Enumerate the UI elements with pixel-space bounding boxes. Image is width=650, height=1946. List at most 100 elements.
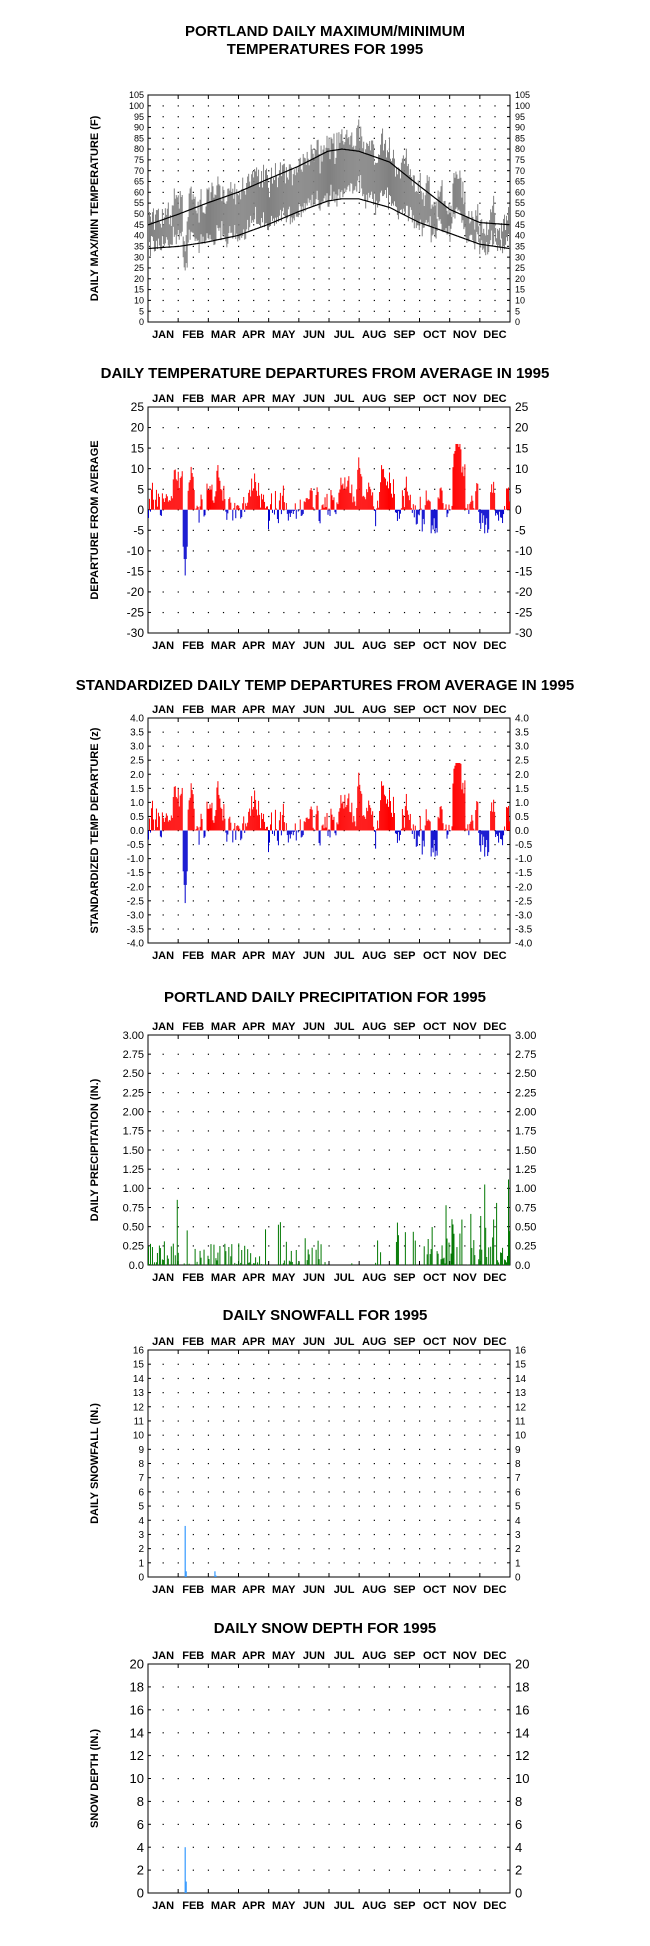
grid-dot [494, 745, 496, 747]
grid-dot [343, 1823, 345, 1825]
grid-dot [283, 1392, 285, 1394]
grid-dot [207, 447, 210, 449]
month-label-bottom: NOV [453, 1584, 478, 1596]
grid-dot [358, 310, 360, 312]
grid-dot [298, 872, 300, 874]
month-label-bottom: JUL [334, 329, 355, 341]
grid-dot [479, 1226, 481, 1228]
grid-dot [268, 759, 270, 761]
y-tick-label-right: 70 [515, 166, 525, 176]
grid-dot [403, 1869, 406, 1871]
grid-dot [419, 801, 421, 804]
grid-dot [222, 105, 225, 107]
grid-dot [403, 1392, 406, 1394]
grid-dot [268, 914, 270, 916]
grid-dot [373, 289, 375, 291]
month-label-top: MAR [211, 1336, 236, 1348]
grid-dot [388, 611, 391, 614]
grid-dot [283, 1226, 285, 1228]
grid-dot [313, 299, 315, 302]
grid-dot [373, 488, 375, 490]
grid-dot [494, 105, 496, 107]
grid-dot [177, 310, 179, 312]
grid-dot [283, 267, 285, 269]
grid-dot [268, 570, 270, 573]
y-tick-label-left: 1.75 [123, 1126, 144, 1138]
grid-dot [373, 1448, 375, 1451]
grid-dot [207, 1562, 210, 1564]
grid-dot [162, 468, 164, 470]
grid-dot [494, 310, 496, 312]
grid-dot [479, 1491, 481, 1493]
grid-dot [449, 570, 451, 573]
grid-dot [268, 267, 270, 269]
y-axis-label: DAILY MAX/MIN TEMPERATURE (F) [89, 115, 101, 301]
y-tick-label-left: 20 [131, 421, 145, 435]
chart-maxmin-temperature: PORTLAND DAILY MAXIMUM/MINIMUMTEMPERATUR… [89, 23, 530, 341]
y-tick-label-left: -3.5 [127, 924, 145, 935]
grid-dot [479, 1377, 481, 1380]
grid-dot [177, 1448, 179, 1451]
grid-dot [253, 773, 255, 775]
grid-dot [328, 1111, 330, 1113]
grid-dot [479, 213, 481, 215]
grid-dot [434, 180, 436, 183]
grid-dots [162, 1053, 496, 1247]
grid-dot [162, 1092, 164, 1094]
grid-dot [268, 1168, 270, 1170]
grid-dot [464, 447, 466, 449]
grid-dot [449, 1519, 451, 1521]
grid-dot [434, 886, 436, 888]
grid-dot [449, 289, 451, 291]
grid-dot [373, 213, 375, 215]
y-tick-label-right: -20 [515, 585, 533, 599]
grid-dot [464, 1420, 466, 1422]
month-label-top: JAN [152, 704, 174, 716]
grid-dot [449, 1187, 451, 1190]
y-tick-label-right: -2.0 [515, 882, 533, 893]
grid-dot [343, 914, 345, 916]
grid-dot [313, 550, 315, 552]
grid-dot [328, 773, 330, 775]
grid-dot [494, 830, 496, 832]
grid-dot [479, 611, 481, 614]
grid-dot [494, 1463, 496, 1465]
y-tick-label-right: 7 [515, 1473, 521, 1484]
grid-dot [479, 928, 481, 930]
y-tick-label-right: 105 [515, 90, 530, 100]
grid-dot [313, 1420, 315, 1422]
grid-dot [313, 914, 315, 916]
y-tick-label-right: -2.5 [515, 896, 533, 907]
grid-dot [419, 1434, 421, 1436]
grid-dot [268, 1363, 270, 1365]
grid-dot [479, 159, 481, 161]
y-axis-label: SNOW DEPTH (IN.) [89, 1729, 101, 1828]
grid-dot [222, 773, 225, 775]
grid-dot [464, 1505, 466, 1507]
grid-dot [298, 427, 300, 429]
grid-dot [434, 1072, 436, 1075]
grid-dot [192, 245, 194, 248]
grid-dot [253, 278, 255, 280]
grid-dot [449, 1562, 451, 1564]
month-label-bottom: JUN [303, 329, 325, 341]
grid-dot [479, 488, 481, 490]
grid-dot [419, 1168, 421, 1170]
grid-dot [207, 1800, 210, 1803]
y-tick-label-left: -20 [127, 585, 145, 599]
grid-dot [434, 1732, 436, 1734]
y-tick-label-left: -1.5 [127, 868, 145, 879]
grid-dot [162, 1755, 164, 1757]
grid-dot [313, 1168, 315, 1170]
grid-dot [253, 1053, 255, 1055]
grid-dot [479, 1519, 481, 1521]
grid-dot [358, 1092, 360, 1094]
grid-dot [162, 170, 164, 172]
grid-dot [449, 550, 451, 552]
grid-dot [162, 299, 164, 302]
grid-dot [207, 1392, 210, 1394]
grid-dot [283, 1477, 285, 1479]
grid-dot [192, 787, 194, 790]
grid-dot [177, 267, 179, 269]
